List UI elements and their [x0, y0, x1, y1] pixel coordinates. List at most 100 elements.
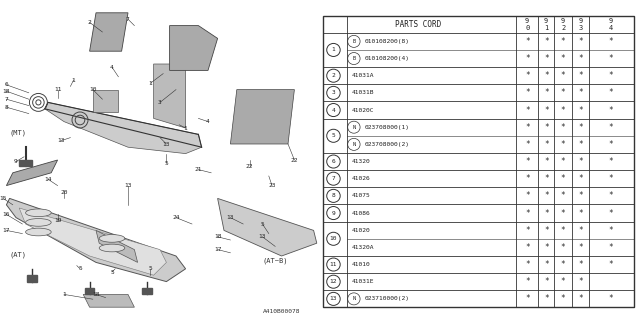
Text: 5: 5 — [332, 133, 335, 138]
Text: A410B00078: A410B00078 — [263, 308, 300, 314]
Text: 9
4: 9 4 — [609, 18, 613, 31]
Text: 41031A: 41031A — [352, 73, 374, 78]
Text: 7: 7 — [4, 97, 8, 102]
Text: *: * — [561, 174, 566, 183]
Text: (AT~B): (AT~B) — [262, 257, 288, 264]
Text: *: * — [561, 106, 566, 115]
Text: 010108200(4): 010108200(4) — [364, 56, 410, 61]
Polygon shape — [96, 230, 138, 262]
Text: *: * — [561, 88, 566, 97]
Text: *: * — [609, 106, 614, 115]
Text: 18: 18 — [214, 234, 221, 239]
Text: *: * — [578, 226, 582, 235]
Text: 41075: 41075 — [352, 193, 371, 198]
Text: 18: 18 — [92, 292, 100, 297]
Text: 1: 1 — [72, 77, 76, 83]
Text: N: N — [353, 142, 355, 147]
Text: *: * — [561, 54, 566, 63]
Text: *: * — [609, 88, 614, 97]
Text: *: * — [578, 294, 582, 303]
Text: *: * — [578, 174, 582, 183]
Text: *: * — [525, 123, 529, 132]
Text: *: * — [609, 260, 614, 269]
Ellipse shape — [99, 244, 125, 252]
Text: *: * — [525, 157, 529, 166]
Text: *: * — [561, 209, 566, 218]
Text: *: * — [578, 71, 582, 80]
Polygon shape — [28, 275, 37, 282]
Text: *: * — [525, 294, 529, 303]
Ellipse shape — [26, 209, 51, 217]
Text: 1: 1 — [184, 125, 188, 131]
Text: *: * — [561, 277, 566, 286]
Text: (MT): (MT) — [10, 129, 27, 136]
Text: *: * — [544, 260, 548, 269]
Text: *: * — [561, 294, 566, 303]
Text: 41026: 41026 — [352, 176, 371, 181]
Text: 023710000(2): 023710000(2) — [364, 296, 410, 301]
Text: 13: 13 — [227, 215, 234, 220]
Text: 2: 2 — [88, 20, 92, 25]
Text: 4: 4 — [110, 65, 114, 70]
Text: *: * — [609, 226, 614, 235]
Ellipse shape — [26, 228, 51, 236]
Text: *: * — [578, 123, 582, 132]
Text: 5: 5 — [110, 269, 114, 275]
Text: *: * — [525, 106, 529, 115]
Text: *: * — [578, 106, 582, 115]
Text: 21: 21 — [195, 167, 202, 172]
Text: B: B — [353, 39, 355, 44]
Polygon shape — [154, 64, 186, 128]
Text: 19: 19 — [54, 218, 61, 223]
Text: 010108200(8): 010108200(8) — [364, 39, 410, 44]
Text: 9: 9 — [14, 159, 18, 164]
Text: *: * — [561, 123, 566, 132]
Text: 41020C: 41020C — [352, 108, 374, 113]
Text: 14: 14 — [44, 177, 52, 182]
Text: 3: 3 — [332, 90, 335, 95]
Text: 41010: 41010 — [352, 262, 371, 267]
Text: *: * — [578, 209, 582, 218]
Polygon shape — [143, 288, 152, 294]
Text: *: * — [544, 209, 548, 218]
Text: *: * — [578, 260, 582, 269]
Text: *: * — [544, 243, 548, 252]
Text: 41031B: 41031B — [352, 90, 374, 95]
Text: *: * — [609, 157, 614, 166]
Ellipse shape — [99, 235, 125, 242]
Polygon shape — [19, 160, 32, 166]
Text: *: * — [544, 71, 548, 80]
Text: 17: 17 — [214, 247, 221, 252]
Text: *: * — [609, 71, 614, 80]
Text: *: * — [609, 37, 614, 46]
Text: *: * — [578, 88, 582, 97]
Text: *: * — [561, 226, 566, 235]
Text: 18: 18 — [3, 89, 10, 94]
Text: PARTS CORD: PARTS CORD — [395, 20, 442, 29]
Text: 3: 3 — [158, 100, 162, 105]
Text: *: * — [544, 174, 548, 183]
Text: 9
1: 9 1 — [544, 18, 548, 31]
Text: *: * — [609, 191, 614, 200]
Text: 41031E: 41031E — [352, 279, 374, 284]
Text: 11: 11 — [330, 262, 337, 267]
Polygon shape — [83, 294, 134, 307]
Text: 16: 16 — [3, 212, 10, 217]
Polygon shape — [93, 90, 118, 112]
Polygon shape — [85, 288, 95, 294]
Text: 24: 24 — [172, 215, 180, 220]
Text: *: * — [544, 106, 548, 115]
Text: B: B — [353, 56, 355, 61]
Text: 41086: 41086 — [352, 211, 371, 216]
Text: 1: 1 — [62, 292, 66, 297]
Text: *: * — [525, 243, 529, 252]
Polygon shape — [6, 160, 58, 186]
Text: *: * — [609, 209, 614, 218]
Text: *: * — [609, 123, 614, 132]
Text: *: * — [561, 243, 566, 252]
Text: *: * — [544, 37, 548, 46]
Text: 5: 5 — [148, 266, 152, 271]
Text: (AT): (AT) — [10, 251, 27, 258]
Text: *: * — [525, 140, 529, 149]
Text: 17: 17 — [3, 228, 10, 233]
